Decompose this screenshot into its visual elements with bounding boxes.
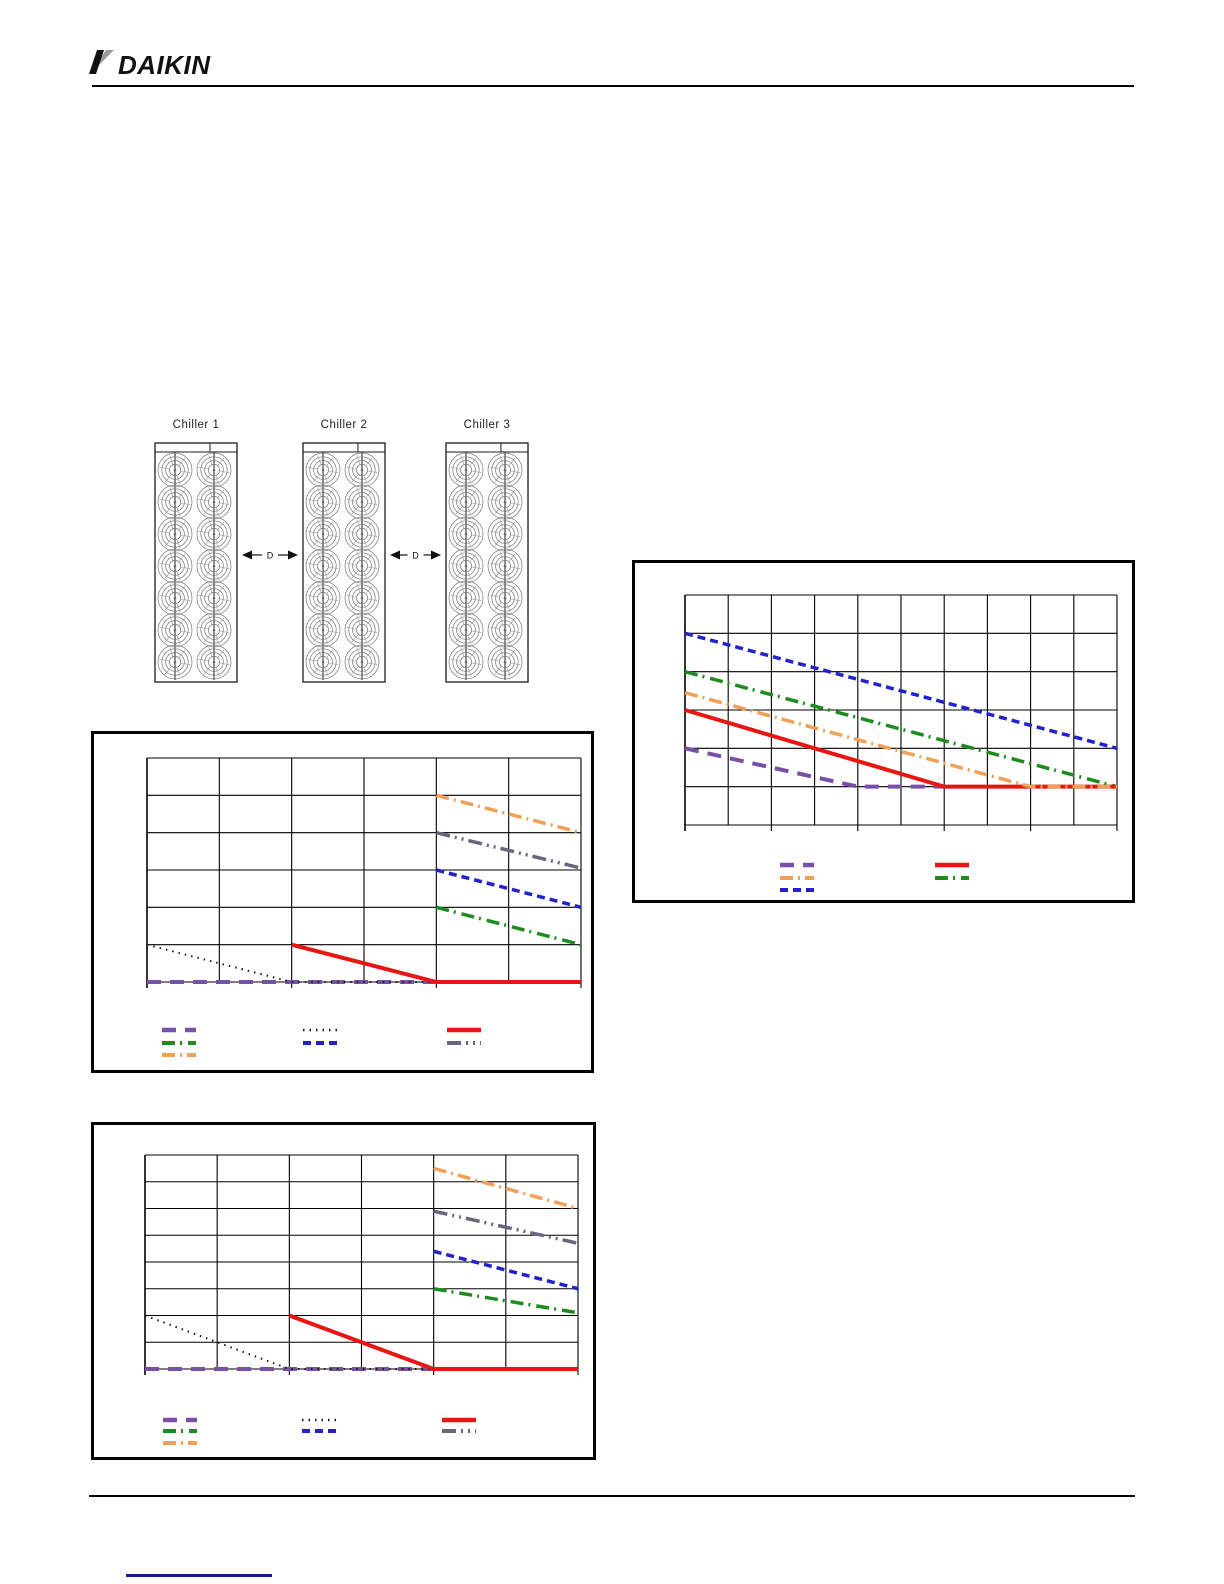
- fan-icon: [196, 484, 232, 520]
- chiller-spacing-diagram: Chiller 1 Chiller 2 Chiller 3 D D: [140, 405, 540, 690]
- fan-icon: [487, 484, 523, 520]
- fan-icon: [344, 644, 380, 680]
- fan-icon: [344, 452, 380, 488]
- arrowhead-right-icon: [431, 550, 441, 560]
- chiller-unit: Chiller 2: [302, 419, 386, 683]
- fan-icon: [487, 452, 523, 488]
- chart-top-left: [91, 731, 594, 1073]
- fan-icon: [305, 548, 341, 584]
- fan-icon: [344, 612, 380, 648]
- chiller-diagram-canvas: Chiller 1 Chiller 2 Chiller 3 D D: [154, 419, 529, 683]
- distance-arrow: D: [390, 550, 441, 561]
- chart-canvas: [144, 1154, 579, 1445]
- fan-icon: [196, 516, 232, 552]
- distance-arrow: D: [242, 550, 298, 561]
- fan-icon: [305, 516, 341, 552]
- series-line-blue-dashed: [433, 1249, 579, 1291]
- series-line-blue-dashed: [435, 868, 582, 910]
- fan-icon: [157, 612, 193, 648]
- arrowhead-left-icon: [242, 550, 252, 560]
- daikin-logo-text: DAIKIN: [118, 50, 211, 80]
- fan-icon: [487, 516, 523, 552]
- series-line-gray-dash-dot-dot: [433, 1209, 579, 1245]
- fan-icon: [157, 516, 193, 552]
- fan-icon: [196, 580, 232, 616]
- fan-icon: [344, 548, 380, 584]
- chiller-unit: Chiller 1: [154, 419, 238, 683]
- arrowhead-right-icon: [288, 550, 298, 560]
- fan-icon: [448, 580, 484, 616]
- footer-rule: [89, 1495, 1135, 1497]
- series-line-orange-dash-dot: [684, 691, 1117, 789]
- fan-icon: [448, 548, 484, 584]
- chiller-label: Chiller 3: [464, 419, 511, 431]
- series-line-red-solid: [291, 942, 581, 984]
- fan-icon: [344, 484, 380, 520]
- fan-icon: [196, 612, 232, 648]
- fan-icon: [157, 580, 193, 616]
- fan-icon: [487, 580, 523, 616]
- chart-right: [632, 560, 1135, 903]
- daikin-logo-black-slash: [89, 50, 104, 74]
- fan-icon: [305, 484, 341, 520]
- fan-icon: [305, 644, 341, 680]
- series-line-gray-dash-dot-dot: [435, 830, 582, 870]
- chiller-cabinet-outline: [445, 442, 529, 683]
- arrowhead-left-icon: [390, 550, 400, 560]
- series-line-blue-dashed: [684, 631, 1118, 751]
- fan-icon: [448, 516, 484, 552]
- chart-canvas: [146, 757, 582, 1057]
- chart-bottom-left: [91, 1122, 596, 1460]
- fan-icon: [448, 612, 484, 648]
- chiller-label: Chiller 1: [173, 419, 220, 431]
- footnote-rule: [126, 1574, 272, 1577]
- chart-canvas: [684, 594, 1118, 892]
- fan-icon: [305, 452, 341, 488]
- fan-icon: [305, 580, 341, 616]
- chiller-unit: Chiller 3: [445, 419, 529, 683]
- fan-icon: [448, 484, 484, 520]
- fan-icon: [157, 644, 193, 680]
- fan-icon: [196, 548, 232, 584]
- fan-icon: [344, 580, 380, 616]
- fan-icon: [448, 644, 484, 680]
- fan-icon: [487, 612, 523, 648]
- fan-icon: [157, 548, 193, 584]
- fan-icon: [344, 516, 380, 552]
- fan-icon: [305, 612, 341, 648]
- series-line-red-solid: [288, 1313, 578, 1371]
- daikin-logo-canvas: DAIKIN: [89, 50, 211, 80]
- chiller-label: Chiller 2: [321, 419, 368, 431]
- daikin-logo: DAIKIN: [88, 44, 318, 86]
- fan-icon: [157, 484, 193, 520]
- fan-icon: [487, 644, 523, 680]
- fan-icon: [196, 452, 232, 488]
- chiller-cabinet-outline: [154, 442, 238, 683]
- series-line-green-dash-dot: [684, 669, 1118, 789]
- distance-label: D: [267, 551, 274, 561]
- distance-label: D: [412, 551, 419, 561]
- fan-icon: [196, 644, 232, 680]
- fan-icon: [487, 548, 523, 584]
- fan-icon: [157, 452, 193, 488]
- chiller-cabinet-outline: [302, 442, 386, 683]
- series-line-purple-long-dash: [684, 746, 945, 789]
- header-rule: [92, 85, 1134, 87]
- fan-icon: [448, 452, 484, 488]
